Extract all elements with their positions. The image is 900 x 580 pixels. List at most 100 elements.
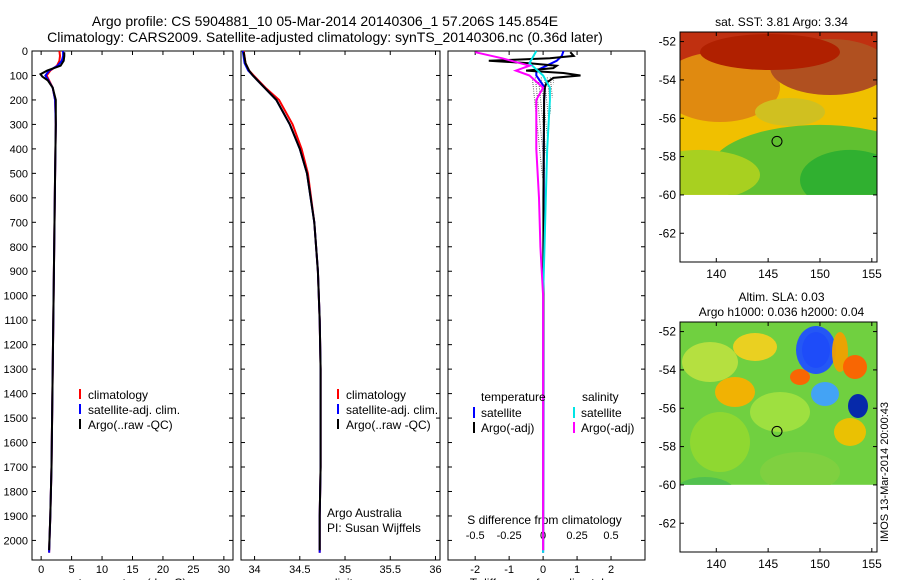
y-tick-label: 600: [10, 193, 28, 205]
x-tick-label: -2: [470, 564, 480, 576]
legend-label: Argo(-adj): [581, 421, 634, 435]
x-tick-label: 150: [810, 557, 830, 571]
x-tick-label: 155: [862, 557, 882, 571]
legend-label: Argo(-adj): [481, 421, 534, 435]
series-line-2: [242, 52, 322, 551]
panel-temperature: 0100200300400500600700800900100011001200…: [4, 46, 234, 580]
y-tick-label: 400: [10, 144, 28, 156]
y-tick-label: -52: [659, 325, 677, 339]
legend-label: satellite-adj. clim.: [346, 403, 438, 417]
heatmap-field: [680, 32, 877, 195]
heat-blob: [800, 149, 877, 195]
y-tick-label: 300: [10, 119, 28, 131]
x-tick-label: 155: [862, 267, 882, 281]
x-tick-label: 34.5: [289, 564, 310, 576]
legend-label: satellite-adj. clim.: [88, 403, 180, 417]
y-tick-label: -62: [659, 226, 677, 240]
y-tick-label: 1700: [4, 462, 28, 474]
y-tick-label: 1500: [4, 413, 28, 425]
x-tick-label: 140: [706, 557, 726, 571]
y-tick-label: -58: [659, 440, 677, 454]
chart-title-line1: Argo profile: CS 5904881_10 05-Mar-2014 …: [91, 13, 559, 29]
y-tick-label: -56: [659, 401, 677, 415]
x-tick-label: 150: [810, 267, 830, 281]
y-tick-label: -58: [659, 150, 677, 164]
annotation: PI: Susan Wijffels: [327, 521, 421, 535]
map-sst-map: 140 145 150 155 -52 -54 -56 -58 -60 -62 sat. SST: …: [659, 15, 882, 281]
y-tick-label: 1300: [4, 364, 28, 376]
s-axis-label: S difference from climatology: [467, 513, 622, 527]
heat-blob: [690, 412, 750, 472]
x-tick-label: 30: [218, 564, 230, 576]
y-tick-label: -54: [659, 363, 677, 377]
map-frame: [679, 321, 878, 553]
x-tick-label: 0: [38, 564, 44, 576]
heat-blob: [790, 369, 810, 385]
x-tick-label: 20: [157, 564, 169, 576]
s-tick-label: 0.5: [603, 530, 618, 542]
map-title: sat. SST: 3.81 Argo: 3.34: [715, 15, 848, 29]
heat-blob: [811, 382, 839, 406]
heat-blob: [715, 377, 755, 407]
y-tick-label: -54: [659, 73, 677, 87]
watermark: IMOS 13-Mar-2014 20:00:43: [879, 402, 891, 542]
heat-blob: [760, 452, 840, 485]
map-frame: [679, 31, 878, 263]
y-tick-label: 1200: [4, 340, 28, 352]
series-line-1: [488, 51, 581, 551]
plot-frame: [240, 50, 441, 561]
x-axis-label: T difference from climatology: [470, 576, 624, 580]
x-tick-label: 140: [706, 267, 726, 281]
panel-difference: -2 -1 0 1 2T difference from climatology -0.5…: [447, 50, 646, 580]
legend-title: temperature: [481, 390, 546, 404]
heat-blob: [680, 149, 760, 195]
x-tick-label: 5: [69, 564, 75, 576]
x-tick-label: 145: [758, 557, 778, 571]
x-axis-label: salinity: [322, 576, 359, 580]
y-tick-label: 700: [10, 217, 28, 229]
x-tick-label: 35: [339, 564, 351, 576]
x-axis-label: temperature (deg C): [78, 576, 186, 580]
y-tick-label: -60: [659, 188, 677, 202]
heat-blob: [750, 392, 810, 432]
heat-blob: [848, 394, 868, 418]
heat-blob: [796, 326, 836, 374]
y-tick-label: -62: [659, 516, 677, 530]
y-tick-label: 1800: [4, 486, 28, 498]
series-line-2: [38, 52, 66, 551]
y-tick-label: 900: [10, 266, 28, 278]
argo-position-marker: [771, 135, 783, 147]
y-tick-label: 1000: [4, 291, 28, 303]
panel-salinity: 34 34.5 35 35.5 36 salinity climatologysatelli…: [240, 50, 442, 580]
heat-blob: [733, 333, 777, 361]
y-tick-label: 2000: [4, 535, 28, 547]
legend-title: salinity: [582, 390, 619, 404]
y-tick-label: 0: [22, 46, 28, 58]
legend-label: climatology: [346, 388, 406, 402]
x-tick-label: 10: [96, 564, 108, 576]
y-tick-label: 500: [10, 168, 28, 180]
x-tick-label: 36: [429, 564, 441, 576]
x-tick-label: 145: [758, 267, 778, 281]
plot-frame: [31, 50, 234, 561]
heat-blob: [700, 34, 840, 70]
x-tick-label: 15: [126, 564, 138, 576]
heat-blob: [834, 418, 866, 446]
x-tick-label: 1: [574, 564, 580, 576]
y-tick-label: 1100: [4, 315, 28, 327]
legend-label: satellite: [581, 406, 622, 420]
heat-blob: [680, 477, 732, 485]
heat-blob: [843, 355, 867, 379]
plot-frame: [447, 50, 646, 561]
heat-blob: [832, 332, 848, 372]
chart-title-line2: Climatology: CARS2009. Satellite-adjuste…: [47, 29, 603, 45]
x-tick-label: 0: [540, 564, 546, 576]
x-tick-label: 2: [608, 564, 614, 576]
y-tick-label: -56: [659, 111, 677, 125]
heatmap-field: [680, 322, 877, 485]
s-tick-label: 0.25: [566, 530, 587, 542]
argo-position-marker: [771, 425, 783, 437]
map-subtitle: Argo h1000: 0.036 h2000: 0.04: [699, 305, 865, 319]
y-tick-label: 200: [10, 95, 28, 107]
y-tick-label: -52: [659, 35, 677, 49]
